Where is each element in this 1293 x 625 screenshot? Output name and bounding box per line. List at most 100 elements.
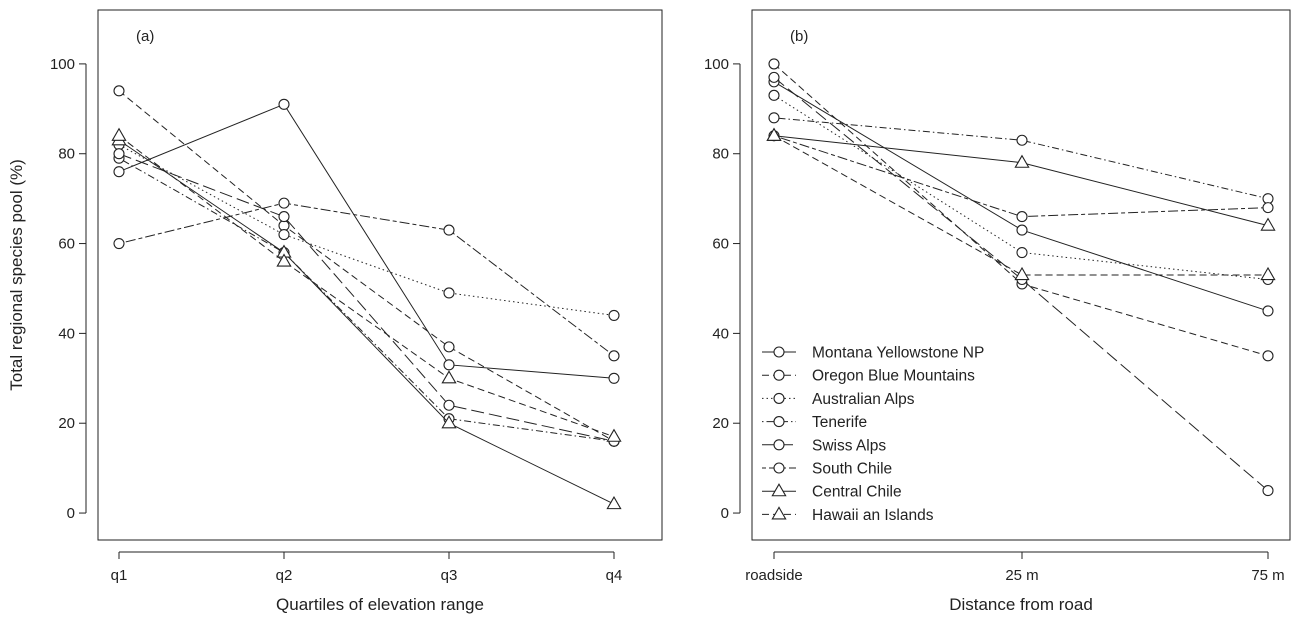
legend-entry: Montana Yellowstone NP [762, 345, 984, 362]
series-line [118, 144, 615, 316]
panel-label: (b) [790, 28, 808, 45]
x-tick-label: 25 m [1005, 567, 1038, 584]
y-tick-label: 80 [58, 146, 75, 163]
legend-entry: Central Chile [762, 483, 902, 501]
panel-label: (a) [136, 28, 154, 45]
series-7 [111, 127, 622, 442]
panel-a: 0 20 40 60 80 100 q1 q2 q3 q4 Quartiles of elevati… [7, 9, 663, 614]
data-point [276, 253, 292, 267]
y-tick-label: 100 [50, 56, 75, 73]
data-point [608, 309, 620, 321]
data-point [1016, 134, 1028, 146]
y-tick-label: 40 [58, 325, 75, 342]
series-7 [766, 127, 1276, 281]
legend-marker [773, 346, 785, 358]
series-line [118, 103, 615, 379]
data-point [278, 211, 290, 223]
legend-marker [773, 462, 785, 474]
series-1 [113, 85, 620, 447]
y-tick-label: 20 [58, 415, 75, 432]
x-tick-label: q1 [111, 567, 128, 584]
series-line [773, 135, 1268, 276]
y-tick-label: 100 [704, 56, 729, 73]
legend: Montana Yellowstone NP Oregon Blue Mounta… [762, 345, 984, 524]
series-line [118, 153, 615, 442]
series-line [773, 117, 1269, 200]
x-axis-title: Quartiles of elevation range [276, 595, 484, 614]
data-point [278, 229, 290, 241]
data-point [441, 370, 457, 384]
x-tick-label: q4 [606, 567, 623, 584]
data-point [1014, 154, 1030, 168]
data-point [1016, 211, 1028, 223]
x-tick-label: 75 m [1251, 567, 1284, 584]
series-line [118, 135, 615, 438]
series-3 [768, 112, 1274, 205]
y-tick-label: 60 [712, 236, 729, 253]
data-point [766, 127, 782, 141]
data-point [443, 399, 455, 411]
legend-entry: Australian Alps [762, 391, 915, 408]
data-point [1262, 202, 1274, 214]
data-point [113, 238, 125, 250]
legend-entry: Tenerife [762, 414, 867, 431]
data-point [443, 287, 455, 299]
series-0 [113, 98, 620, 384]
data-point [768, 89, 780, 101]
data-point [1262, 350, 1274, 362]
data-point [113, 148, 125, 160]
y-tick-label: 60 [58, 236, 75, 253]
data-point [768, 58, 780, 70]
y-tick-label: 40 [712, 325, 729, 342]
series-line [118, 90, 615, 442]
legend-label: Central Chile [812, 484, 902, 501]
data-point [606, 495, 622, 510]
panel-b: 0 20 40 60 80 100 roadside 25 m 75 m Distance fro… [704, 9, 1291, 614]
legend-marker [773, 439, 785, 451]
legend-marker [771, 506, 787, 520]
data-point [768, 71, 780, 83]
data-point [1262, 485, 1274, 497]
y-axis-title: Total regional species pool (%) [7, 159, 26, 391]
series-3 [113, 152, 620, 447]
data-point [608, 350, 620, 362]
y-tick-label: 0 [721, 505, 729, 522]
data-point [1014, 266, 1030, 281]
legend-label: Oregon Blue Mountains [812, 368, 975, 385]
data-point [443, 359, 455, 371]
legend-entry: Hawaii an Islands [762, 506, 934, 524]
legend-marker [771, 483, 787, 497]
plot-frame [751, 9, 1291, 541]
legend-marker [773, 369, 785, 381]
data-point [1260, 217, 1276, 231]
data-point [608, 372, 620, 384]
data-point [113, 166, 125, 178]
legend-label: Swiss Alps [812, 437, 886, 454]
plot-frame [97, 9, 663, 541]
series-line [118, 139, 615, 505]
data-point [441, 415, 457, 429]
data-point [768, 112, 780, 124]
legend-label: South Chile [812, 461, 892, 478]
data-point [1262, 305, 1274, 317]
data-point [443, 224, 455, 236]
legend-label: Montana Yellowstone NP [812, 345, 984, 362]
series-5 [113, 197, 620, 362]
x-tick-label: q2 [276, 567, 293, 584]
series-2 [113, 139, 620, 321]
data-point [1016, 246, 1028, 259]
y-tick-label: 80 [712, 146, 729, 163]
data-point [113, 85, 125, 97]
data-point [278, 98, 290, 110]
legend-entry: Oregon Blue Mountains [762, 368, 975, 385]
legend-marker [773, 416, 785, 428]
series-6 [111, 132, 622, 510]
data-point [1260, 266, 1276, 281]
series-2 [768, 89, 1274, 286]
x-tick-label: roadside [745, 567, 803, 584]
data-point [1016, 224, 1028, 236]
legend-entry: Swiss Alps [762, 437, 886, 454]
series-line [118, 157, 615, 442]
data-point [606, 428, 622, 442]
